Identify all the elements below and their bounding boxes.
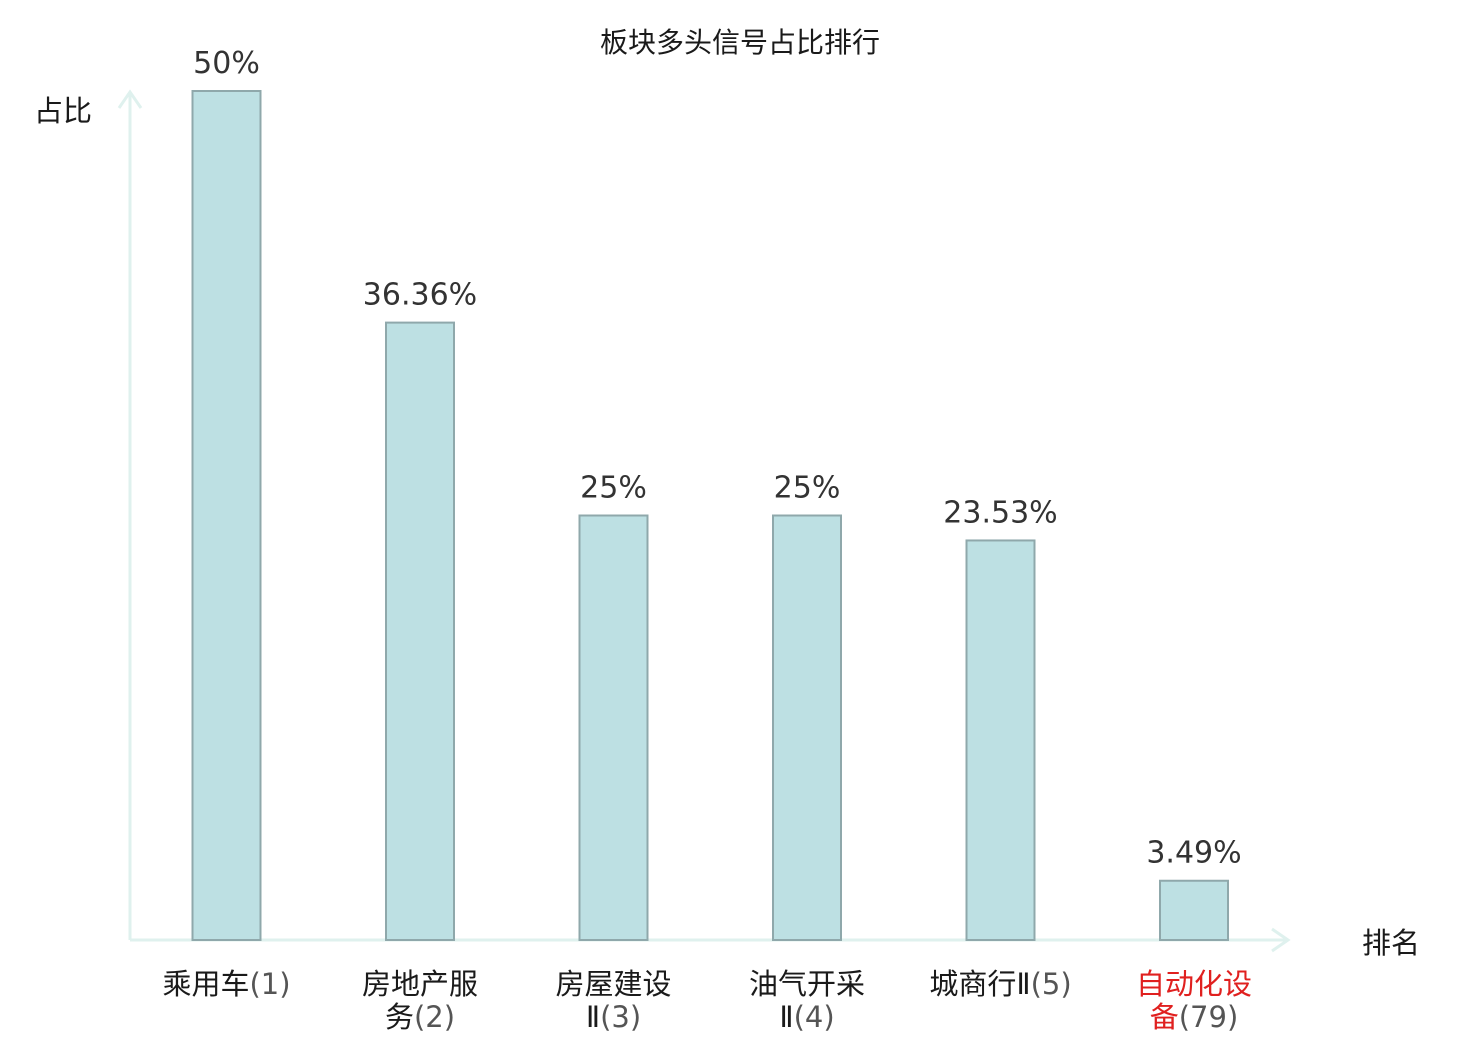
x-tick-label: 房屋建设 Ⅱ(3) xyxy=(555,967,671,1034)
x-tick-label: 乘用车(1) xyxy=(162,967,290,1001)
bar-value-label: 23.53% xyxy=(943,495,1057,530)
x-tick-label: 城商行Ⅱ(5) xyxy=(929,967,1071,1001)
bar-value-label: 36.36% xyxy=(363,278,477,313)
y-axis-arrow-icon xyxy=(117,89,143,109)
y-axis-label: 占比 xyxy=(34,94,92,128)
bar xyxy=(1159,879,1229,942)
bar xyxy=(385,321,455,942)
x-tick-label: 房地产服务(2) xyxy=(362,967,478,1034)
bar xyxy=(578,514,649,941)
tick-label-group: 乘用车(1) 房地产服务(2) 房屋建设 Ⅱ(3) 油气开采 Ⅱ(4) 城商行Ⅱ(5) 自动化… xyxy=(162,967,1252,1034)
bar-value-label: 3.49% xyxy=(1146,836,1241,871)
x-tick-label: 自动化设备(79) xyxy=(1136,967,1252,1034)
bar-value-label: 50% xyxy=(193,46,260,81)
bar-group xyxy=(191,90,1229,942)
bar-value-label: 25% xyxy=(774,471,841,506)
bar xyxy=(191,90,262,941)
bar xyxy=(965,539,1036,941)
chart-title: 板块多头信号占比排行 xyxy=(600,26,880,59)
x-axis-label: 排名 xyxy=(1362,926,1420,960)
x-axis-arrow-icon xyxy=(1271,927,1291,953)
bar xyxy=(772,514,842,941)
bar-value-label: 25% xyxy=(580,471,647,506)
x-tick-label: 油气开采 Ⅱ(4) xyxy=(749,967,865,1034)
value-label-group: 50% 36.36% 25% 25% 23.53% 3.49% xyxy=(193,46,1242,871)
